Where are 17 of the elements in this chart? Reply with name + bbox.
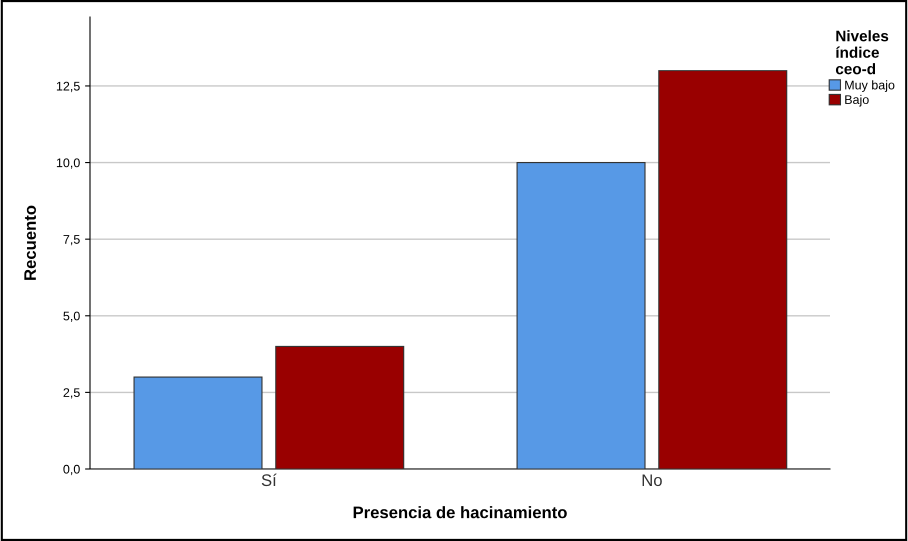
x-tick-label: No [642,474,662,486]
bar [516,162,646,469]
legend-title: Niveles índice ceo-d [836,30,888,74]
bar [275,346,404,469]
legend-label: Bajo [845,94,869,107]
x-axis-title: Presencia de hacinamiento [354,506,567,518]
y-tick-label: 7,5 [64,235,80,246]
y-tick-label: 5,0 [63,312,80,322]
bar [658,70,788,469]
y-axis-title: Recuento [24,206,36,280]
bar [133,376,263,469]
y-tick-label: 0,0 [63,464,80,476]
x-tick-label: Sí [262,474,277,486]
legend-label: Muy bajo [845,80,894,92]
y-tick-label: 12,5 [56,82,80,92]
y-tick-label: 2,5 [64,388,80,399]
y-tick-label: 10,0 [56,158,80,169]
